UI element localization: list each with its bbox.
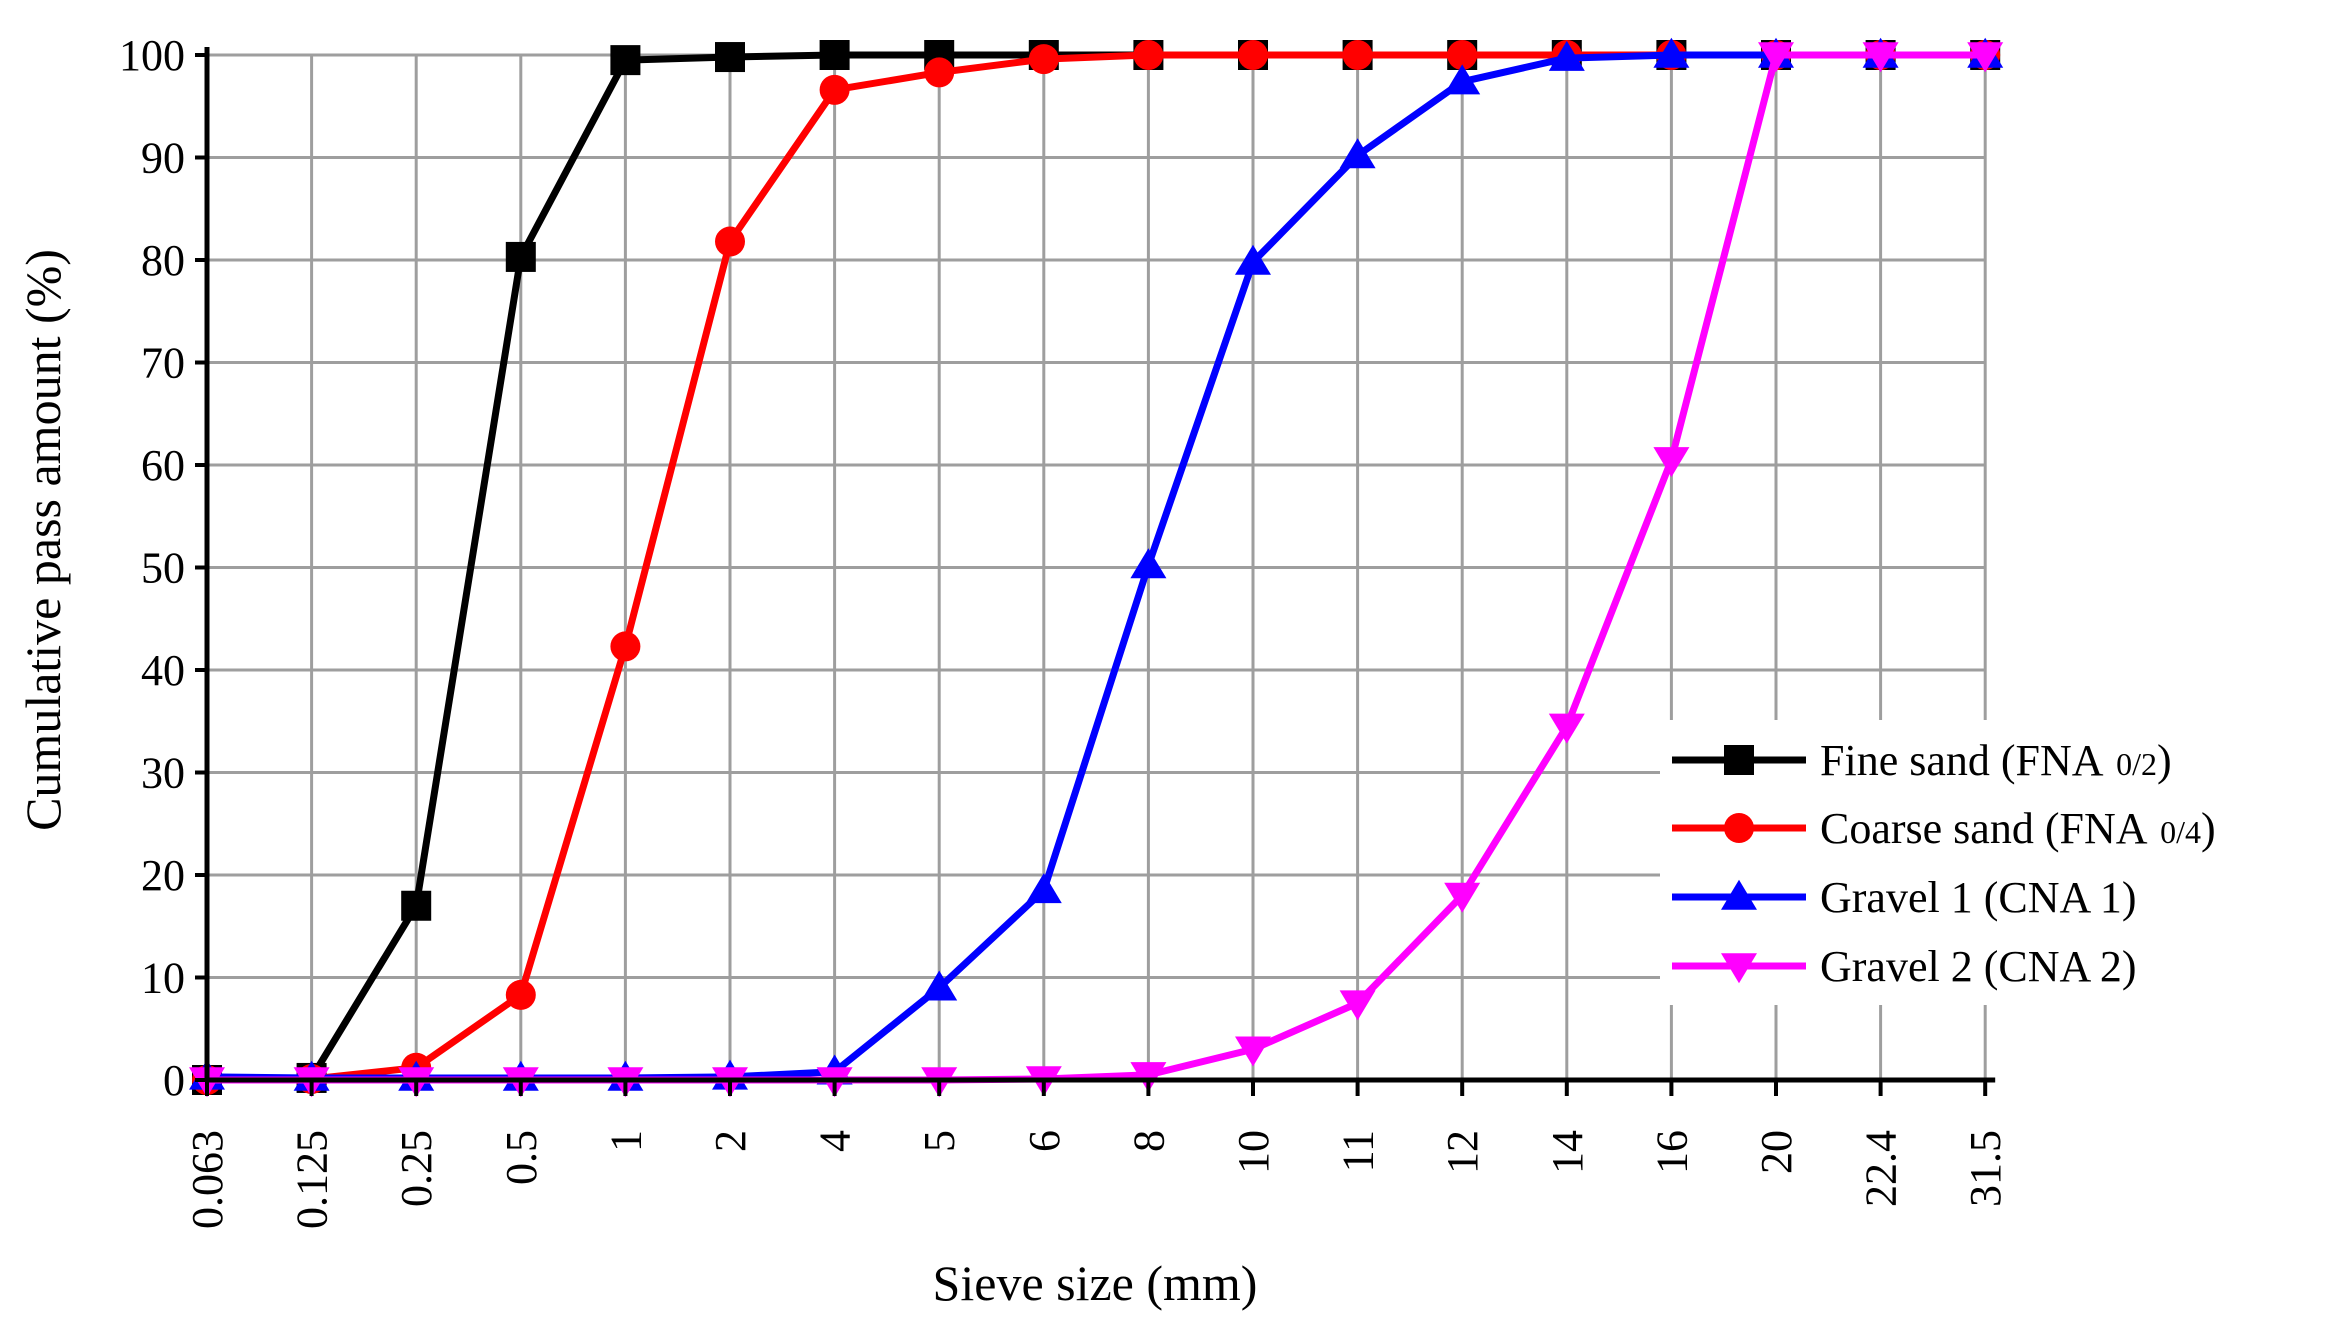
legend-marker (1721, 879, 1757, 910)
legend-label-sub: 0/4 (2160, 814, 2201, 850)
legend-label-main: Gravel 1 (CNA 1) (1820, 873, 2137, 922)
x-tick-label: 1 (601, 1130, 650, 1152)
y-tick-label: 50 (141, 544, 185, 593)
legend-label-end: ) (2201, 804, 2216, 853)
legend-marker (1724, 813, 1754, 843)
legend-marker (1724, 745, 1754, 775)
data-point (1758, 42, 1794, 73)
legend-label-main: Fine sand (FNA (1820, 736, 2112, 785)
data-point (924, 57, 955, 88)
y-tick-label: 90 (141, 134, 185, 183)
data-point (1235, 1036, 1271, 1067)
data-point (1447, 40, 1478, 70)
x-tick-label: 14 (1543, 1130, 1592, 1174)
x-tick-label: 0.125 (288, 1130, 337, 1229)
legend-label-end: ) (2157, 736, 2172, 785)
legend-label-sub: 0/2 (2116, 746, 2157, 782)
data-point (1548, 40, 1585, 71)
y-axis-title: Cumulative pass amount (%) (15, 249, 71, 831)
x-tick-label: 16 (1647, 1130, 1696, 1174)
data-point (1339, 990, 1376, 1021)
y-tick-label: 60 (141, 441, 185, 490)
data-point (1235, 244, 1271, 275)
x-tick-label: 8 (1124, 1130, 1173, 1152)
x-tick-label: 10 (1229, 1130, 1278, 1174)
data-point (1653, 447, 1690, 478)
data-point (921, 970, 958, 1001)
data-point (505, 979, 536, 1010)
y-tick-label: 100 (119, 31, 185, 80)
data-point (1444, 882, 1481, 913)
data-point (505, 241, 536, 272)
legend-item: Fine sand (FNA 0/2) (1672, 736, 2172, 785)
data-point (1238, 40, 1268, 70)
data-point (819, 74, 850, 105)
y-tick-label: 30 (141, 749, 185, 798)
legend: Fine sand (FNA 0/2)Coarse sand (FNA 0/4)… (1660, 720, 2320, 1005)
axes (195, 47, 1996, 1096)
x-tick-label: 2 (706, 1130, 755, 1152)
x-tick-label: 11 (1334, 1130, 1383, 1172)
y-tick-label: 80 (141, 236, 185, 285)
x-tick-label: 12 (1438, 1130, 1487, 1174)
x-tick-label: 0.5 (497, 1130, 546, 1185)
x-tick-label: 0.25 (392, 1130, 441, 1207)
legend-item: Coarse sand (FNA 0/4) (1672, 804, 2216, 853)
legend-item: Gravel 2 (CNA 2) (1672, 942, 2137, 991)
data-point (1130, 548, 1167, 579)
data-point (1025, 873, 1062, 904)
data-point (1862, 42, 1899, 73)
data-point (1342, 40, 1373, 70)
y-tick-label: 20 (141, 851, 185, 900)
data-point (1130, 1062, 1167, 1093)
data-point (610, 45, 641, 76)
legend-label-main: Gravel 2 (CNA 2) (1820, 942, 2137, 991)
series-4 (189, 42, 2004, 1098)
x-tick-labels: 0.063 0.125 0.25 0.5 1 2 4 5 6 8 10 11 12 14 16 20 22.4 3… (183, 1130, 2010, 1229)
x-tick-label: 22.4 (1857, 1130, 1906, 1207)
x-tick-label: 31.5 (1961, 1130, 2010, 1207)
x-tick-label: 0.063 (183, 1130, 232, 1229)
data-point (1967, 42, 2004, 73)
data-point (1028, 44, 1059, 75)
y-tick-label: 70 (141, 339, 185, 388)
data-point (1548, 713, 1585, 744)
x-tick-label: 20 (1752, 1130, 1801, 1174)
data-point (1444, 64, 1481, 95)
data-point (1133, 40, 1164, 70)
data-point (610, 631, 641, 662)
data-point (401, 890, 432, 921)
legend-label: Coarse sand (FNA 0/4) (1820, 804, 2216, 853)
data-point (715, 226, 745, 257)
x-axis-title: Sieve size (mm) (933, 1255, 1258, 1311)
y-tick-label: 0 (163, 1056, 185, 1105)
y-tick-label: 40 (141, 646, 185, 695)
legend-item: Gravel 1 (CNA 1) (1672, 873, 2137, 922)
data-point (715, 42, 745, 73)
legend-background (1660, 720, 2320, 1005)
legend-label: Gravel 1 (CNA 1) (1820, 873, 2137, 922)
y-tick-label: 10 (141, 954, 185, 1003)
x-tick-label: 5 (915, 1130, 964, 1152)
data-point (819, 40, 850, 70)
y-tick-labels: 0 10 20 30 40 50 60 70 80 90 100 (119, 31, 185, 1105)
data-point (1339, 138, 1376, 169)
legend-label: Fine sand (FNA 0/2) (1820, 736, 2172, 785)
legend-label-main: Coarse sand (FNA (1820, 804, 2156, 853)
data-point (1653, 37, 1690, 68)
x-tick-label: 6 (1020, 1130, 1069, 1152)
legend-label: Gravel 2 (CNA 2) (1820, 942, 2137, 991)
legend-marker (1721, 953, 1757, 984)
x-tick-label: 4 (811, 1130, 860, 1152)
